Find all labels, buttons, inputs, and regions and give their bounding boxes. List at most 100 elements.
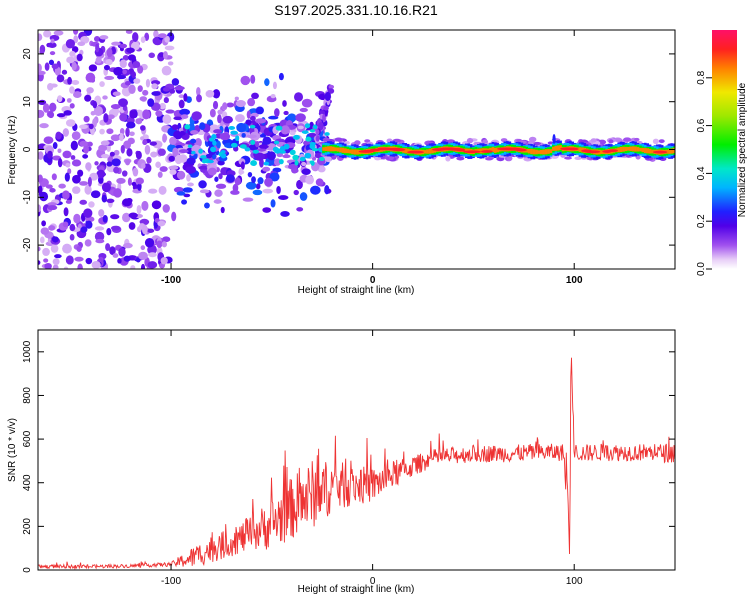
cluster-blob — [246, 110, 251, 119]
noise-blob — [62, 150, 72, 159]
cluster-blob — [174, 85, 185, 91]
carrier-halo — [634, 137, 640, 142]
cluster-blob — [255, 183, 261, 190]
streak-blob — [328, 84, 335, 89]
cluster-blob — [219, 132, 231, 141]
carrier-band — [423, 150, 427, 154]
cluster-blob — [240, 75, 251, 86]
noise-blob — [52, 258, 60, 266]
noise-blob — [128, 212, 138, 219]
noise-blob — [167, 61, 174, 66]
carrier-band — [547, 149, 550, 154]
noise-blob — [122, 55, 129, 61]
cluster-blob — [215, 183, 227, 189]
cluster-blob — [169, 136, 177, 145]
cluster-blob — [317, 165, 326, 173]
noise-blob — [135, 257, 141, 263]
colorbar-tick-label: 0.6 — [696, 118, 707, 132]
cluster-blob — [262, 136, 272, 145]
noise-blob — [43, 136, 54, 144]
noise-blob — [129, 131, 135, 137]
noise-blob — [90, 190, 101, 199]
carrier-band — [530, 149, 533, 155]
carrier-halo — [445, 155, 451, 162]
noise-blob — [119, 133, 124, 142]
cluster-blob — [213, 129, 223, 134]
cluster-core — [289, 149, 296, 156]
colorbar-gradient — [712, 30, 737, 269]
cluster-blob — [267, 151, 276, 161]
noise-blob — [69, 233, 75, 241]
cluster-blob — [235, 100, 246, 108]
cluster-core — [304, 152, 312, 159]
noise-blob — [135, 118, 143, 125]
cluster-blob — [250, 74, 256, 84]
noise-blob — [122, 69, 127, 75]
noise-blob — [49, 188, 56, 193]
noise-blob — [38, 63, 42, 73]
x-tick-label: -100 — [161, 275, 181, 286]
noise-blob — [41, 220, 46, 227]
carrier-band — [404, 148, 408, 154]
cluster-blob — [217, 114, 222, 124]
cluster-blob — [245, 181, 257, 190]
carrier-halo — [500, 138, 508, 143]
cluster-blob — [293, 189, 299, 196]
cluster-blob — [187, 182, 194, 187]
cluster-core — [272, 146, 279, 152]
cluster-core — [250, 140, 256, 146]
noise-blob — [131, 71, 137, 79]
noise-blob — [67, 76, 72, 85]
cluster-blob — [245, 119, 252, 126]
noise-blob — [77, 41, 86, 47]
noise-blob — [73, 35, 79, 44]
cluster-blob — [257, 177, 264, 185]
noise-blob — [47, 205, 58, 211]
carrier-halo — [374, 156, 382, 161]
cluster-blob — [276, 185, 281, 195]
carrier-band — [627, 146, 630, 151]
noise-blob — [62, 128, 69, 137]
cluster-core — [235, 135, 240, 142]
noise-blob — [148, 252, 157, 258]
noise-blob — [106, 227, 112, 236]
noise-blob — [52, 264, 59, 269]
noise-blob — [43, 30, 52, 38]
cluster-blob — [251, 92, 259, 100]
carrier-band — [539, 149, 543, 155]
noise-blob — [61, 69, 68, 75]
cluster-blob — [292, 168, 299, 174]
noise-blob — [38, 246, 41, 252]
cluster-blob — [310, 185, 321, 195]
cluster-blob — [252, 189, 263, 196]
carrier-band — [552, 146, 555, 151]
cluster-blob — [272, 81, 277, 90]
noise-blob — [49, 51, 56, 56]
carrier-band — [479, 148, 483, 154]
noise-blob — [71, 159, 82, 167]
spectrogram-xlabel: Height of straight line (km) — [298, 285, 415, 296]
noise-blob — [92, 100, 98, 109]
noise-blob — [104, 75, 115, 80]
cluster-core — [249, 124, 256, 129]
cluster-blob — [183, 93, 188, 102]
carrier-peak — [480, 150, 493, 153]
spectrogram-marks — [38, 30, 675, 269]
x-tick-label: -100 — [161, 576, 181, 587]
noise-blob — [146, 156, 152, 164]
carrier-halo — [608, 139, 614, 144]
cluster-core — [191, 150, 196, 155]
noise-blob — [38, 99, 47, 106]
cluster-blob — [296, 207, 304, 212]
carrier-band — [527, 148, 531, 154]
carrier-halo — [506, 155, 513, 162]
noise-blob — [118, 98, 128, 108]
cluster-blob — [240, 161, 245, 170]
noise-blob — [121, 170, 128, 177]
noise-blob — [105, 243, 111, 252]
cluster-blob — [205, 153, 213, 159]
noise-blob — [38, 174, 43, 183]
cluster-blob — [173, 116, 183, 121]
cluster-blob — [190, 138, 197, 144]
noise-blob — [88, 201, 95, 208]
